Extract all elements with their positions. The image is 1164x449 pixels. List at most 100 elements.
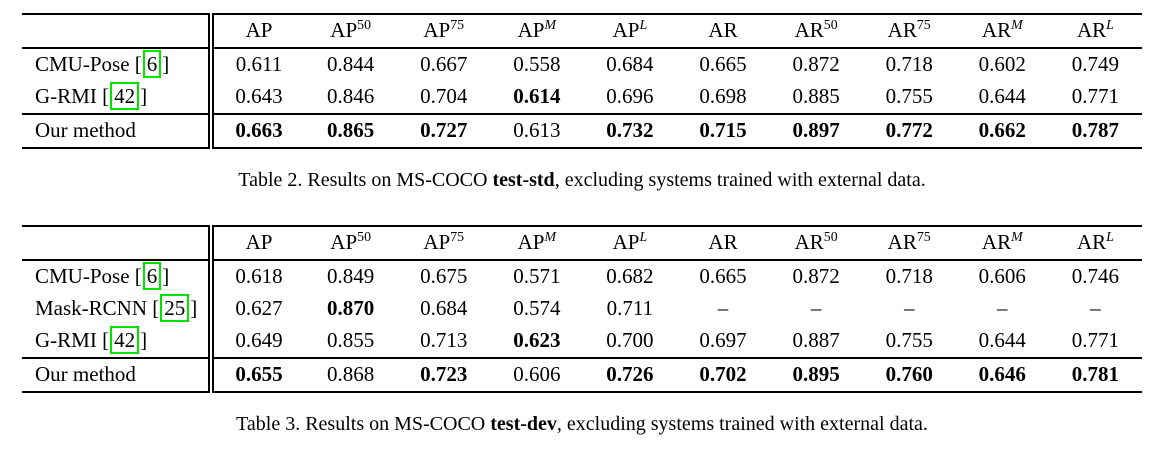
metric-superscript: 50 [823, 229, 838, 244]
metric-value: 0.627 [235, 296, 283, 320]
metric-value: 0.655 [235, 362, 283, 386]
metric-value: 0.606 [978, 264, 1026, 288]
citation-link[interactable]: 25 [160, 294, 190, 322]
bracket-open: [ [102, 84, 110, 108]
table-caption-test-dev: Table 3. Results on MS-COCO test-dev, ex… [0, 413, 1164, 436]
metric-name: AP [612, 230, 640, 254]
metric-value: 0.644 [978, 84, 1026, 108]
metric-name: AR [794, 230, 824, 254]
metric-name: AP [330, 230, 358, 254]
metric-value: 0.895 [792, 362, 840, 386]
column-header: AP50 [304, 226, 397, 260]
metric-name: AP [517, 230, 545, 254]
row-label: CMU-Pose [6] [22, 260, 214, 293]
metric-name: AR [981, 230, 1012, 254]
row-label: Mask-RCNN [25] [22, 293, 214, 325]
column-header: AP [211, 226, 304, 260]
citation: [42] [102, 82, 147, 110]
metric-value: 0.704 [420, 84, 468, 108]
metric-value: 0.713 [420, 328, 468, 352]
metric-value: 0.574 [513, 296, 561, 320]
table-row: G-RMI [42] 0.643 0.846 0.704 0.614 0.696… [22, 81, 1142, 114]
metric-superscript: M [544, 17, 557, 32]
metric-value: 0.872 [792, 52, 840, 76]
bracket-open: [ [134, 264, 142, 288]
corner-cell [22, 14, 214, 48]
citation: [25] [152, 294, 198, 322]
column-header: AP [211, 14, 304, 48]
metric-value: 0.643 [235, 84, 283, 108]
metric-name: AR [1076, 18, 1107, 42]
column-header: APL [583, 226, 676, 260]
caption-dataset: test-std [492, 169, 555, 191]
metric-superscript: L [639, 17, 648, 32]
table-row: CMU-Pose [6] 0.618 0.849 0.675 0.571 0.6… [22, 260, 1142, 293]
column-header: AR [676, 14, 769, 48]
citation: [6] [135, 50, 170, 78]
metric-value: 0.665 [699, 52, 747, 76]
table-row: CMU-Pose [6] 0.611 0.844 0.667 0.558 0.6… [22, 48, 1142, 81]
metric-value: 0.698 [699, 84, 747, 108]
column-header: AR75 [863, 14, 956, 48]
metric-name: AR [708, 18, 738, 42]
citation-link[interactable]: 6 [142, 50, 162, 78]
method-name: Mask-RCNN [35, 296, 148, 320]
metric-value: 0.787 [1071, 118, 1120, 142]
metric-name: AR [887, 18, 917, 42]
metric-value: 0.665 [699, 264, 747, 288]
metric-name: AP [612, 18, 640, 42]
caption-prefix: Table 3. Results on MS-COCO [236, 413, 491, 435]
metric-value: 0.571 [513, 264, 561, 288]
metric-superscript: L [1106, 229, 1114, 244]
metric-value: 0.760 [885, 362, 933, 386]
metric-value: 0.558 [513, 52, 561, 76]
column-header: ARL [1049, 14, 1142, 48]
metric-value: 0.849 [327, 264, 375, 288]
metric-value: 0.771 [1071, 328, 1120, 352]
metric-name: AP [245, 230, 273, 254]
metric-value: 0.885 [792, 84, 840, 108]
metric-value: 0.868 [327, 362, 375, 386]
bracket-close: ] [190, 296, 198, 320]
caption-suffix: , excluding systems trained with externa… [554, 169, 926, 191]
citation-link[interactable]: 42 [110, 326, 140, 354]
table-row-our-method: Our method 0.663 0.865 0.727 0.613 0.732… [22, 114, 1142, 148]
table-header-row: AP AP50 AP75 APM APL AR AR50 AR75 ARM AR… [22, 226, 1142, 260]
bracket-close: ] [162, 52, 170, 76]
row-label: CMU-Pose [6] [22, 48, 214, 81]
column-header: ARL [1049, 226, 1142, 260]
row-label: Our method [22, 358, 214, 392]
metric-value: 0.662 [978, 118, 1026, 142]
metric-value: – [903, 296, 915, 320]
method-name: G-RMI [35, 84, 97, 108]
metric-name: AP [423, 18, 451, 42]
table-row: G-RMI [42] 0.649 0.855 0.713 0.623 0.700… [22, 325, 1142, 358]
caption-dataset: test-dev [490, 413, 557, 435]
metric-value: 0.755 [885, 328, 933, 352]
column-header: APM [490, 14, 583, 48]
metric-value: 0.682 [606, 264, 654, 288]
row-label: Our method [22, 114, 214, 148]
metric-value: 0.897 [792, 118, 840, 142]
results-table-test-std: AP AP50 AP75 APM APL AR AR50 AR75 ARM AR… [22, 13, 1142, 149]
metric-value: 0.718 [885, 264, 933, 288]
citation-link[interactable]: 6 [142, 262, 162, 290]
metric-superscript: 50 [823, 17, 838, 32]
citation-link[interactable]: 42 [110, 82, 140, 110]
metric-value: 0.872 [792, 264, 840, 288]
bracket-open: [ [152, 296, 160, 320]
metric-name: AR [1076, 230, 1107, 254]
metric-value: 0.870 [327, 296, 375, 320]
metric-value: 0.749 [1071, 52, 1120, 76]
metric-value: 0.623 [513, 328, 561, 352]
bracket-close: ] [162, 264, 170, 288]
metric-value: 0.772 [885, 118, 933, 142]
metric-value: 0.667 [420, 52, 468, 76]
row-label: G-RMI [42] [22, 325, 214, 358]
citation: [42] [102, 326, 147, 354]
column-header: ARM [956, 14, 1049, 48]
bracket-open: [ [102, 328, 110, 352]
citation: [6] [134, 262, 170, 290]
metric-value: 0.711 [606, 296, 654, 320]
metric-value: – [810, 296, 822, 320]
